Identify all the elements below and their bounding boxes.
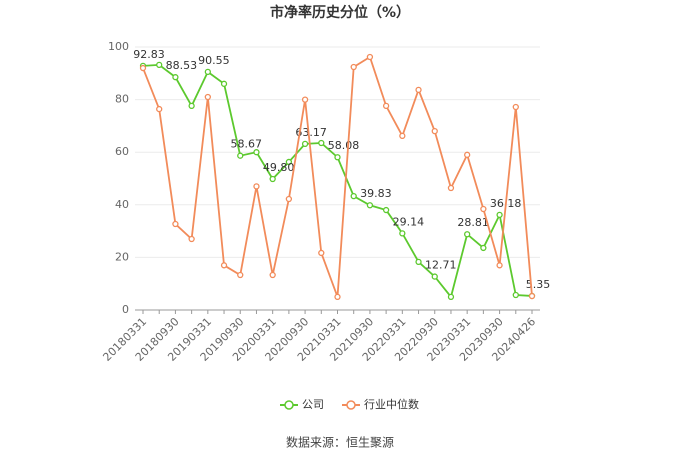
data-label: 5.35 bbox=[526, 278, 551, 291]
data-label: 58.67 bbox=[231, 138, 263, 151]
y-tick-label: 100 bbox=[108, 40, 129, 53]
data-point bbox=[156, 105, 163, 113]
data-point bbox=[253, 183, 260, 190]
data-point bbox=[415, 86, 422, 94]
data-point bbox=[237, 152, 244, 159]
data-point bbox=[512, 291, 519, 299]
data-label: 12.71 bbox=[425, 259, 457, 272]
data-point bbox=[188, 235, 195, 243]
legend-marker bbox=[284, 400, 294, 410]
data-point bbox=[285, 195, 293, 203]
data-label: 63.17 bbox=[295, 126, 327, 139]
data-point bbox=[285, 158, 293, 166]
data-point bbox=[496, 211, 503, 218]
series-line bbox=[142, 55, 533, 298]
data-point bbox=[447, 293, 455, 301]
data-label: 29.14 bbox=[393, 215, 425, 228]
data-point bbox=[464, 151, 471, 158]
data-point bbox=[253, 149, 260, 156]
chart-title: 市净率历史分位（%） bbox=[270, 4, 410, 21]
data-point bbox=[496, 262, 503, 269]
data-point bbox=[431, 128, 438, 135]
y-tick-label: 20 bbox=[115, 250, 129, 263]
y-tick-label: 60 bbox=[115, 145, 129, 158]
data-label: 39.83 bbox=[360, 187, 392, 200]
data-point bbox=[447, 184, 455, 192]
data-point bbox=[269, 271, 276, 279]
data-label: 88.53 bbox=[166, 59, 198, 72]
data-point bbox=[318, 249, 325, 257]
data-point bbox=[334, 154, 341, 161]
data-point bbox=[318, 139, 325, 147]
data-point bbox=[172, 74, 179, 81]
data-point bbox=[382, 206, 390, 214]
data-point bbox=[350, 192, 357, 200]
data-point bbox=[399, 132, 406, 140]
legend-item[interactable]: 行业中位数 bbox=[342, 397, 419, 411]
y-tick-label: 40 bbox=[115, 198, 129, 211]
data-point bbox=[382, 102, 390, 110]
y-tick-label: 80 bbox=[115, 93, 129, 106]
legend-item[interactable]: 公司 bbox=[280, 398, 324, 411]
data-label: 90.55 bbox=[198, 54, 230, 67]
data-point bbox=[204, 68, 211, 76]
data-point bbox=[431, 273, 438, 280]
data-point bbox=[528, 292, 536, 300]
source-note: 数据来源：恒生聚源 bbox=[286, 435, 394, 450]
data-point bbox=[512, 103, 519, 111]
y-tick-label: 0 bbox=[122, 303, 129, 316]
data-point bbox=[220, 80, 228, 87]
data-point bbox=[156, 61, 163, 69]
data-point bbox=[220, 262, 228, 269]
data-point bbox=[480, 244, 487, 252]
data-point bbox=[188, 102, 195, 110]
data-point bbox=[301, 96, 309, 103]
data-point bbox=[366, 202, 374, 209]
data-point bbox=[139, 64, 147, 72]
data-point bbox=[237, 271, 244, 279]
data-point bbox=[415, 258, 422, 266]
data-point bbox=[366, 53, 374, 61]
data-point bbox=[399, 230, 406, 237]
data-point bbox=[350, 63, 357, 71]
data-label: 58.08 bbox=[328, 139, 360, 152]
data-point bbox=[269, 175, 276, 183]
legend-label: 行业中位数 bbox=[364, 397, 419, 411]
data-point bbox=[301, 140, 309, 148]
data-label: 49.80 bbox=[263, 161, 295, 174]
data-point bbox=[204, 93, 211, 101]
data-point bbox=[464, 231, 471, 238]
legend-label: 公司 bbox=[302, 398, 324, 411]
data-point bbox=[480, 205, 487, 213]
data-label: 28.81 bbox=[457, 216, 489, 229]
legend-marker bbox=[346, 400, 356, 410]
data-point bbox=[172, 220, 179, 228]
data-label: 92.83 bbox=[133, 48, 165, 61]
data-point bbox=[334, 293, 341, 301]
